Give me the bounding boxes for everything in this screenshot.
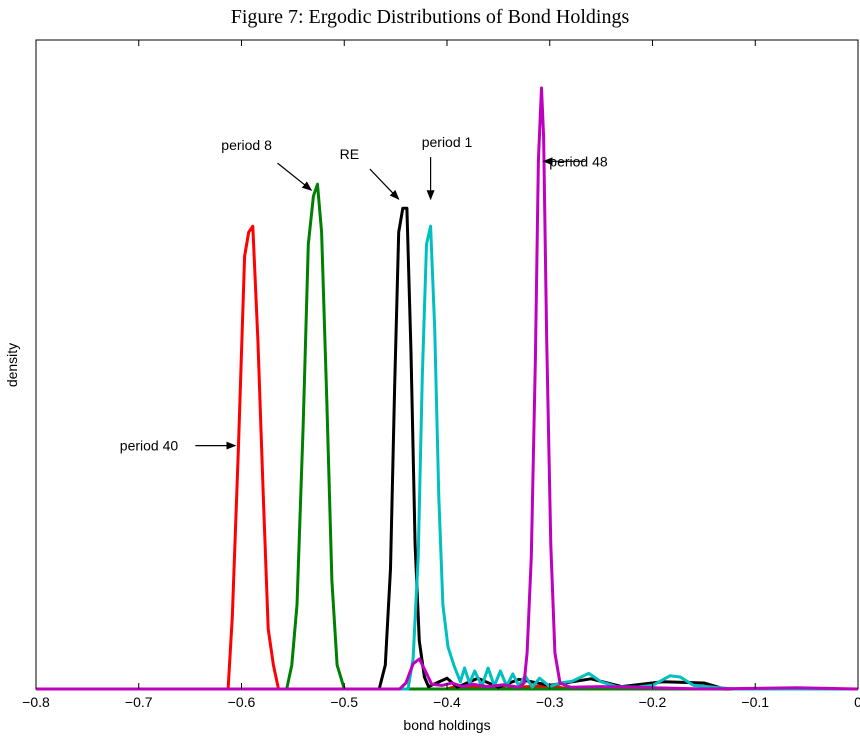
x-tick-label: 0 [854, 694, 860, 710]
annotation-arrow-re [369, 168, 400, 200]
x-tick-label: −0.5 [330, 694, 358, 710]
x-axis-ticks: −0.8 −0.7 −0.6 −0.5 −0.4 −0.3 −0.2 −0.1 0 [22, 40, 860, 710]
annotation-label-period-48: period 48 [549, 153, 608, 169]
x-tick-label: −0.1 [741, 694, 769, 710]
y-axis-label: density [4, 343, 20, 387]
annotation-arrow-period-8 [277, 162, 313, 191]
x-tick-label: −0.4 [433, 694, 461, 710]
x-tick-label: −0.6 [228, 694, 256, 710]
chart-title: Figure 7: Ergodic Distributions of Bond … [230, 6, 630, 28]
annotation-label-period-8: period 8 [221, 137, 272, 153]
series-line-period-48 [36, 86, 859, 691]
x-tick-label: −0.7 [125, 694, 153, 710]
series-line-period-1 [36, 224, 858, 691]
x-axis-label: bond holdings [403, 717, 490, 733]
annotation-layer: period 8 RE period 1 period 48 period 40 [120, 134, 608, 454]
x-tick-label: −0.2 [639, 694, 667, 710]
series-line-period-40 [36, 224, 858, 691]
annotation-label-period-40: period 40 [120, 438, 179, 454]
annotation-label-period-1: period 1 [422, 134, 473, 150]
series-line-period-8 [36, 182, 858, 691]
x-tick-label: −0.3 [536, 694, 564, 710]
x-tick-label: −0.8 [22, 694, 50, 710]
series-layer [36, 86, 859, 691]
annotation-label-re: RE [340, 146, 359, 162]
